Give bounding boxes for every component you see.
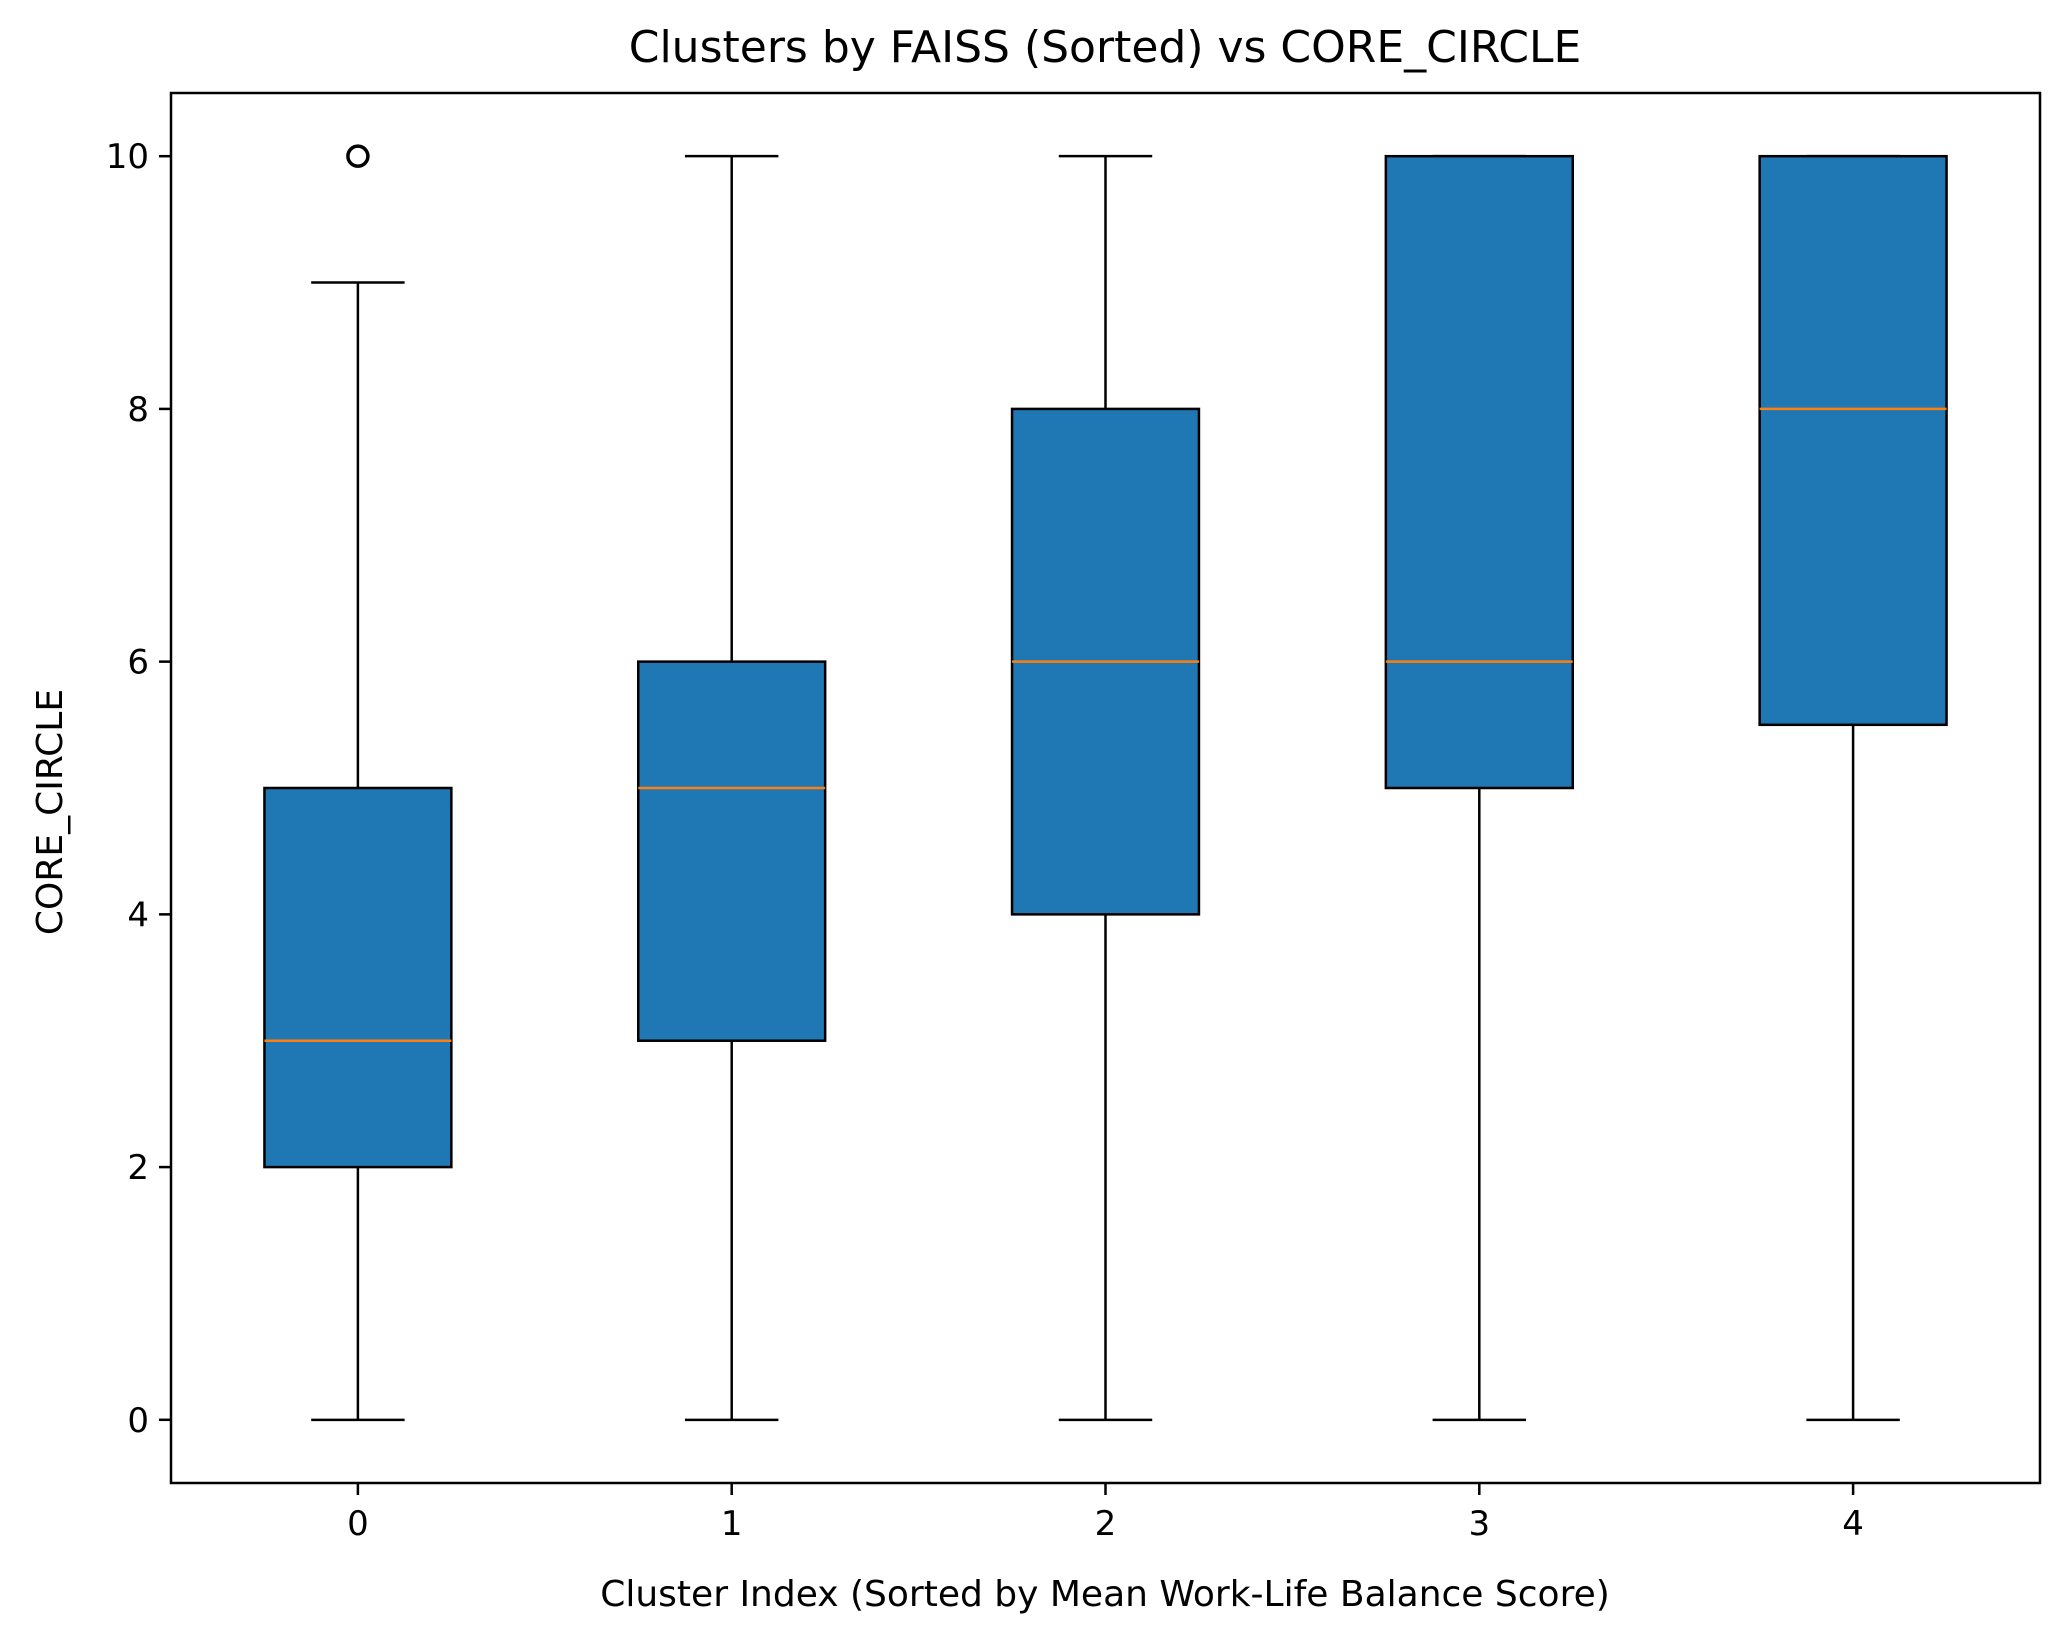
chart-title: Clusters by FAISS (Sorted) vs CORE_CIRCL… [629,22,1582,73]
box-iqr [263,786,453,1169]
y-tick-label: 8 [127,390,149,430]
outlier-point [346,144,370,168]
y-tick-label: 10 [106,137,149,177]
x-tick-label: 4 [1842,1504,1864,1544]
y-tick-label: 0 [127,1401,149,1441]
x-tick-label: 2 [1095,1504,1117,1544]
box-iqr [1384,154,1574,790]
axes-frame [169,91,2042,1485]
y-tick-label: 2 [127,1148,149,1188]
x-axis-label: Cluster Index (Sorted by Mean Work-Life … [600,1574,1610,1615]
x-tick-label: 0 [347,1504,369,1544]
y-tick-label: 6 [127,643,149,683]
x-tick-label: 1 [721,1504,743,1544]
box-iqr [637,660,827,1042]
x-tick-label: 3 [1468,1504,1490,1544]
y-axis-label: CORE_CIRCLE [30,689,71,935]
y-tick-label: 4 [127,895,149,935]
plot-area: 0 2 4 6 8 10 0 1 2 3 4 [106,137,1948,1544]
box-iqr [1758,154,1948,727]
